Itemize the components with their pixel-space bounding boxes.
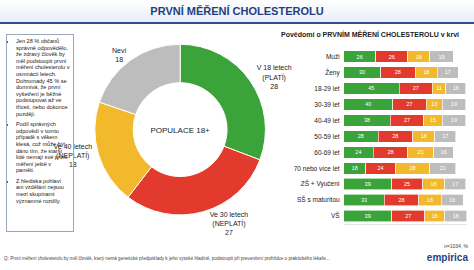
html-text:Q: První měření cholesterolu b: Q: První měření cholesterolu by měl člov… xyxy=(4,256,330,261)
svg-text:Ženy: Ženy xyxy=(325,68,340,77)
svg-text:18: 18 xyxy=(449,197,455,203)
html-text:18: 18 xyxy=(68,160,77,168)
svg-text:30-39 let: 30-39 let xyxy=(314,101,339,108)
svg-text:17: 17 xyxy=(452,181,458,187)
svg-text:Muži: Muži xyxy=(326,53,340,60)
html-text:(NEPLATÍ): (NEPLATÍ) xyxy=(56,151,90,159)
svg-text:17: 17 xyxy=(445,69,451,75)
svg-text:Povědomí o PRVNÍM MĚŘENÍ CHOLE: Povědomí o PRVNÍM MĚŘENÍ CHOLESTEROLU v … xyxy=(281,30,459,38)
svg-text:13: 13 xyxy=(431,101,437,107)
svg-text:28: 28 xyxy=(398,197,404,203)
html-text:Z hlediska pohlaví ani vzdělán: Z hlediska pohlaví ani vzdělání nejsou m… xyxy=(16,177,64,204)
svg-text:19: 19 xyxy=(451,101,457,107)
svg-text:16: 16 xyxy=(440,149,446,155)
svg-text:33: 33 xyxy=(361,197,367,203)
svg-text:18: 18 xyxy=(431,181,437,187)
svg-text:SŠ s maturitou: SŠ s maturitou xyxy=(297,195,340,203)
svg-text:40-49 let: 40-49 let xyxy=(314,117,339,124)
svg-text:17: 17 xyxy=(442,133,448,139)
svg-text:38: 38 xyxy=(364,117,370,123)
svg-text:19: 19 xyxy=(451,117,457,123)
svg-text:24: 24 xyxy=(355,149,361,155)
html-text:Ve 40 letech: Ve 40 letech xyxy=(53,142,92,150)
svg-text:50-59 let: 50-59 let xyxy=(314,133,339,140)
svg-text:60-69 let: 60-69 let xyxy=(314,149,339,156)
svg-text:ZŠ + Vyučení: ZŠ + Vyučení xyxy=(301,179,340,188)
svg-text:Neví18: Neví18 xyxy=(112,47,126,63)
svg-text:Ve 30 letech(NEPLATÍ)27: Ve 30 letech(NEPLATÍ)27 xyxy=(210,211,249,236)
svg-text:28: 28 xyxy=(395,69,401,75)
html-text:Jen 28 % občanů správně odpově: Jen 28 % občanů správně odpovědělo, že z… xyxy=(16,38,70,117)
svg-text:25: 25 xyxy=(404,181,410,187)
svg-text:18: 18 xyxy=(423,69,429,75)
svg-text:28: 28 xyxy=(410,165,416,171)
svg-text:16: 16 xyxy=(453,85,459,91)
svg-text:27: 27 xyxy=(413,85,419,91)
svg-text:28: 28 xyxy=(392,133,398,139)
svg-text:24: 24 xyxy=(378,165,384,171)
svg-text:V 18 letech(PLATÍ)28: V 18 letech(PLATÍ)28 xyxy=(257,64,292,89)
html-text:Podíl správných odpovědí v tom: Podíl správných odpovědí v tomto případě… xyxy=(16,121,68,174)
svg-text:45: 45 xyxy=(368,85,374,91)
svg-text:19: 19 xyxy=(439,54,445,60)
svg-text:28: 28 xyxy=(387,149,393,155)
svg-text:39: 39 xyxy=(365,213,371,219)
html-text:PRVNÍ MĚŘENÍ CHOLESTEROLU: PRVNÍ MĚŘENÍ CHOLESTEROLU xyxy=(150,5,324,17)
svg-text:POPULACE 18+: POPULACE 18+ xyxy=(150,126,210,135)
svg-text:16: 16 xyxy=(432,213,438,219)
svg-text:18: 18 xyxy=(453,213,459,219)
svg-text:21: 21 xyxy=(418,149,424,155)
svg-text:21: 21 xyxy=(440,165,446,171)
svg-text:27: 27 xyxy=(407,101,413,107)
svg-text:11: 11 xyxy=(436,85,442,91)
svg-text:18-29 let: 18-29 let xyxy=(314,85,339,92)
svg-text:70 nebo více let: 70 nebo více let xyxy=(294,165,340,172)
svg-text:28: 28 xyxy=(358,133,364,139)
svg-text:30: 30 xyxy=(359,69,365,75)
html-text:n=1034, %: n=1034, % xyxy=(443,243,468,249)
svg-text:18: 18 xyxy=(352,165,358,171)
svg-text:39: 39 xyxy=(365,181,371,187)
svg-text:15: 15 xyxy=(430,117,436,123)
svg-text:27: 27 xyxy=(405,213,411,219)
svg-text:26: 26 xyxy=(357,54,363,60)
html-text:empirica: empirica xyxy=(426,252,468,263)
svg-text:27: 27 xyxy=(404,117,410,123)
svg-text:18: 18 xyxy=(427,197,433,203)
svg-text:26: 26 xyxy=(389,54,395,60)
svg-text:40: 40 xyxy=(365,101,371,107)
svg-text:18: 18 xyxy=(421,133,427,139)
svg-text:VŠ: VŠ xyxy=(331,211,340,219)
svg-text:18: 18 xyxy=(416,54,422,60)
